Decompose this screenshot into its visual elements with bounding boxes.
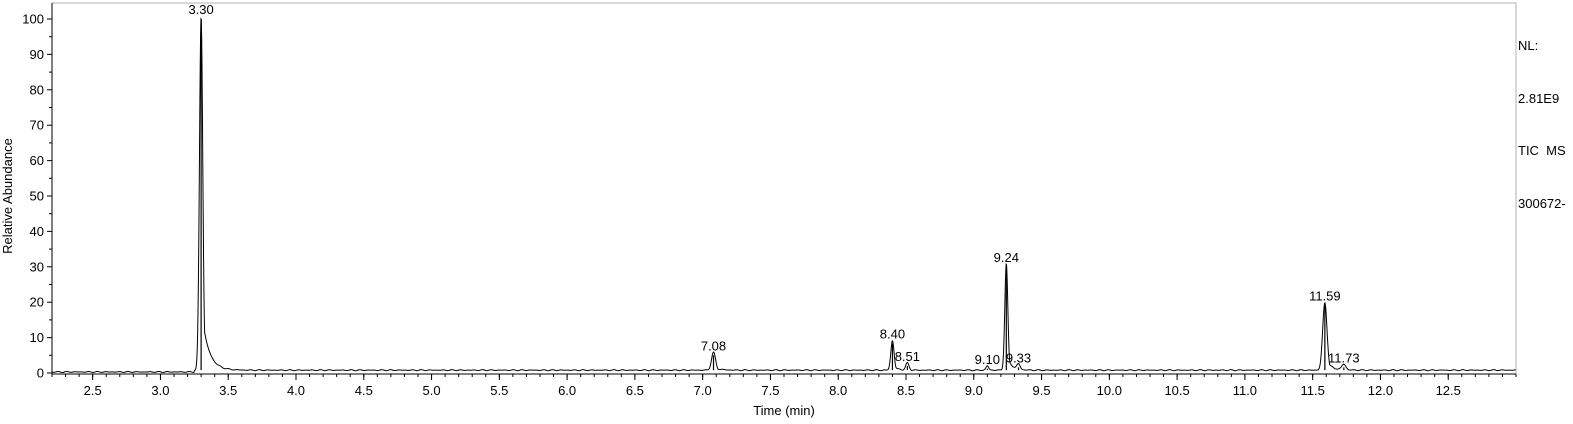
y-tick-label: 50 [30,189,44,204]
peak-label: 3.30 [188,2,213,17]
x-tick-label: 9.0 [965,383,983,398]
x-tick-label: 12.0 [1368,383,1393,398]
x-tick-label: 5.0 [423,383,441,398]
peak-label: 7.08 [701,338,726,353]
y-tick-label: 30 [30,259,44,274]
x-tick-label: 8.0 [829,383,847,398]
y-tick-label: 0 [37,366,44,381]
x-tick-label: 6.0 [558,383,576,398]
y-tick-label: 90 [30,47,44,62]
x-tick-label: 4.0 [287,383,305,398]
x-tick-label: 6.5 [626,383,644,398]
x-tick-label: 11.0 [1233,383,1257,398]
trace-info-panel: NL: 2.81E9 TIC MS 300672- [1518,2,1566,230]
peak-label: 8.40 [880,327,905,342]
nl-label: NL: [1518,38,1539,53]
y-tick-label: 70 [30,118,44,133]
x-tick-label: 11.5 [1300,383,1324,398]
trace-layer [51,17,1516,373]
peak-label: 9.33 [1006,350,1031,365]
y-tick-label: 40 [30,224,44,239]
plot-frame [51,2,1517,375]
x-tick-label: 3.0 [151,383,169,398]
x-tick-label: 7.0 [694,383,712,398]
axes: 0 10 20 30 40 50 60 70 80 90 100 2.5 3.0 3.5 4.0 4.5 5.0… [22,3,1517,398]
tic-trace [51,17,1516,373]
peak-label: 9.24 [994,250,1019,265]
x-tick-label: 4.5 [355,383,373,398]
peak-labels: 3.30 7.08 8.40 8.51 9.10 9.24 9.33 11.59 11.73 [188,2,1359,367]
x-tick-label: 10.0 [1097,383,1122,398]
peak-label: 9.10 [975,352,1000,367]
x-tick-label: 9.5 [1033,383,1051,398]
y-tick-label: 100 [22,12,44,27]
x-tick-label: 7.5 [761,383,779,398]
nl-value: 2.81E9 [1518,90,1560,106]
x-axis-title: Time (min) [753,403,815,418]
x-tick-label: 8.5 [897,383,915,398]
y-tick-label: 20 [30,295,44,310]
y-axis-title: Relative Abundance [0,138,15,254]
peak-label: 8.51 [895,349,920,364]
peak-label: 11.73 [1328,350,1360,365]
x-tick-label: 2.5 [84,383,102,398]
x-tick-label: 3.5 [219,383,237,398]
y-tick-label: 80 [30,82,44,97]
y-tick-label: 10 [30,330,44,345]
x-tick-label: 12.5 [1436,383,1461,398]
file-name: 300672- [1518,195,1566,211]
x-tick-label: 10.5 [1164,383,1189,398]
peak-label: 11.59 [1309,289,1341,304]
y-tick-label: 60 [30,153,44,168]
x-tick-label: 5.5 [490,383,508,398]
scan-filter: TIC MS [1518,143,1566,158]
